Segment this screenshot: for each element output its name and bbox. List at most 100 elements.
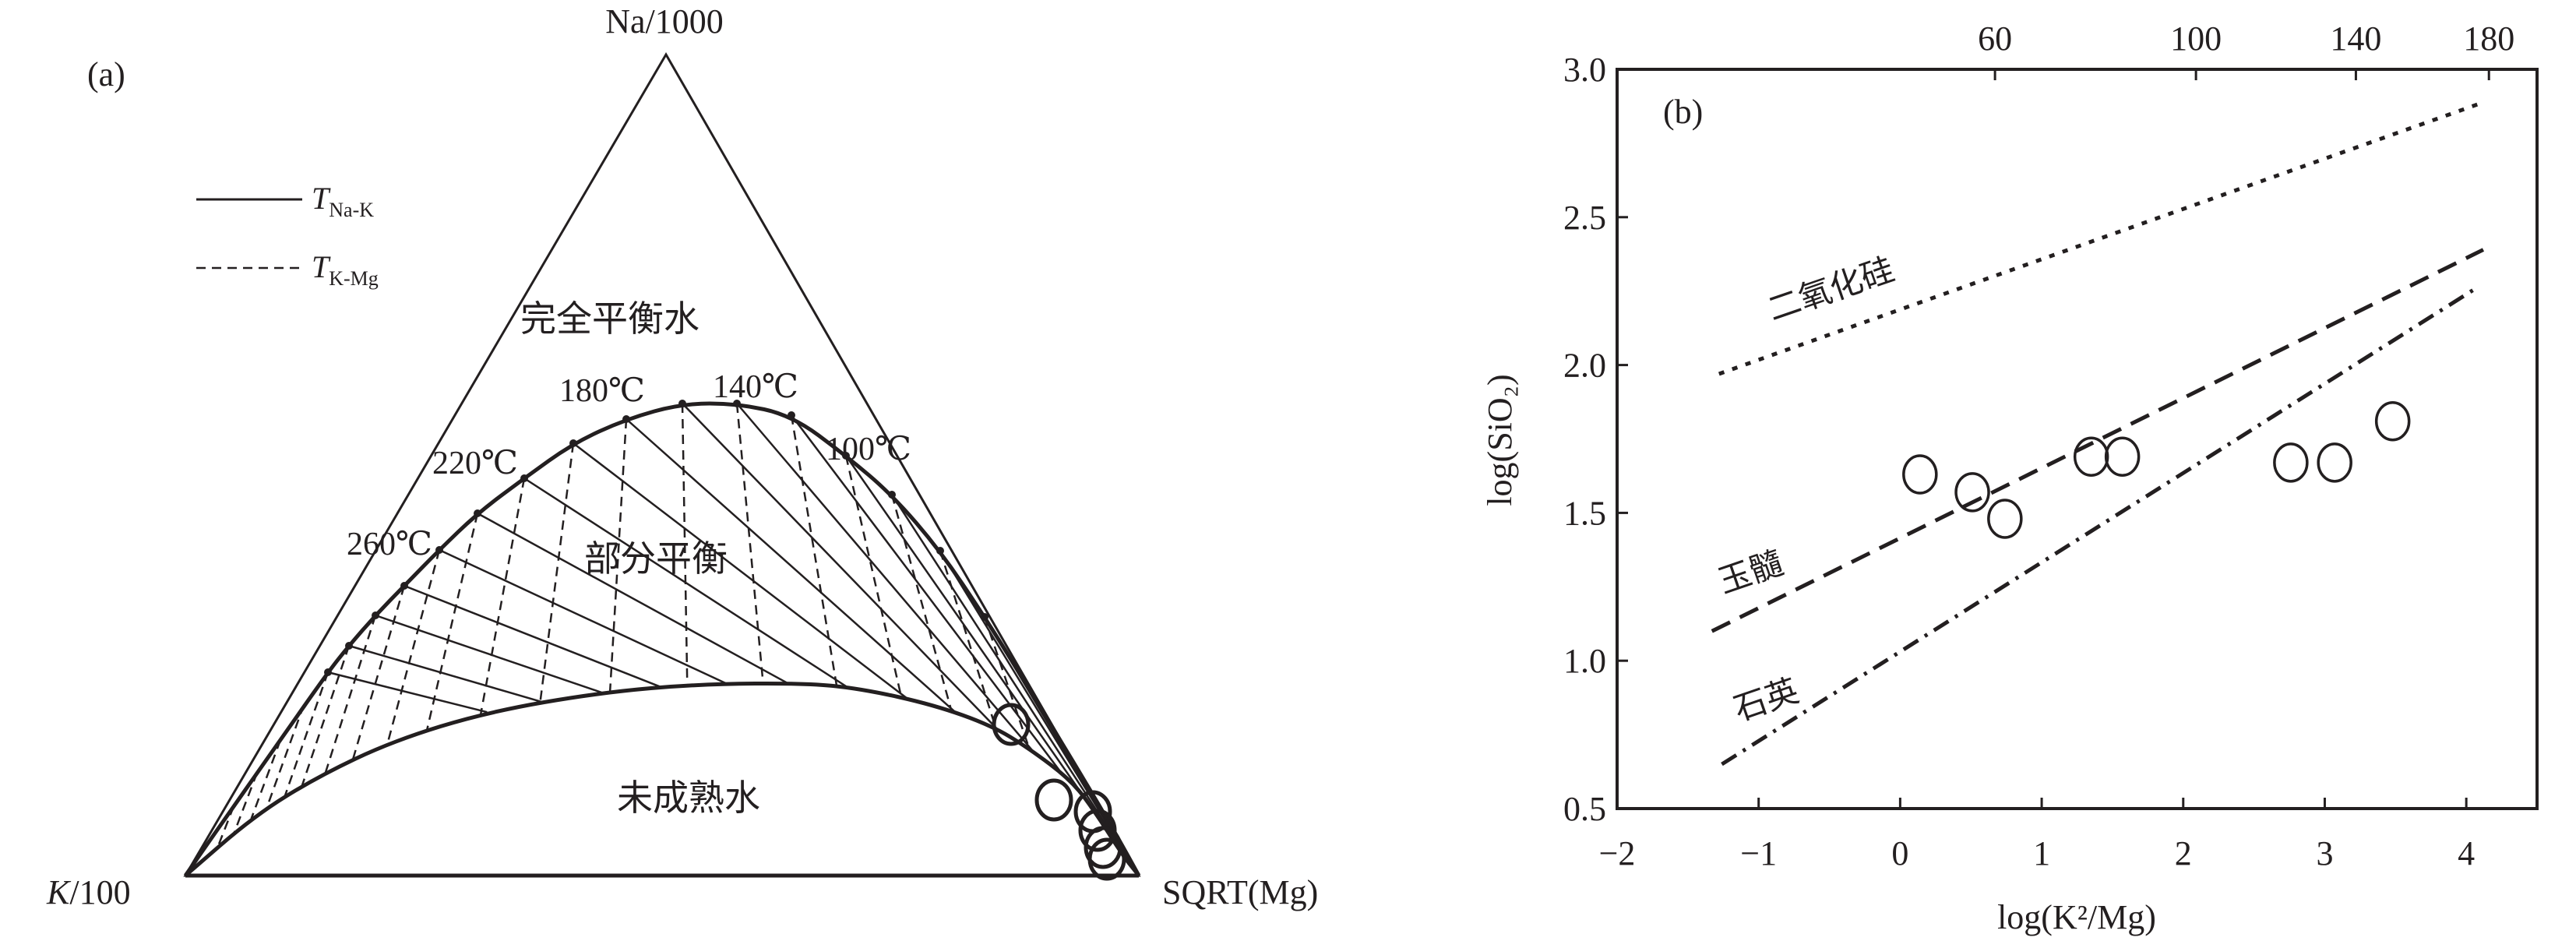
data-point	[2374, 400, 2411, 442]
isotherm-dots	[324, 400, 988, 676]
legend-symbol: T	[312, 249, 331, 284]
vertex-k-symbol: K	[46, 873, 72, 911]
na-k-isotherm-line	[573, 442, 909, 700]
y-tick-label: 2.0	[1563, 347, 1606, 385]
na-k-isotherm-line	[477, 512, 788, 685]
isotherm-dot	[569, 439, 577, 447]
temp-label-140: 140℃	[713, 369, 798, 405]
top-tick-label: 140	[2330, 19, 2381, 58]
k-mg-isotherm-line	[266, 704, 305, 809]
y-axis-label: log(SiO₂)	[1481, 374, 1519, 506]
na-k-isotherm-line	[625, 418, 957, 714]
isotherm-dot	[324, 668, 332, 676]
vertex-mg-label: SQRT(Mg)	[1162, 873, 1318, 911]
line-dash-dot	[1721, 286, 2478, 767]
line-dashed	[1711, 248, 2485, 633]
k-mg-isotherm-line	[284, 671, 329, 798]
temp-label-220: 220℃	[432, 446, 518, 481]
isotherm-dot	[733, 400, 741, 407]
isotherm-dot	[678, 400, 686, 407]
region-full-equilibrium: 完全平衡水	[520, 299, 700, 339]
data-point	[1987, 499, 2023, 539]
y-tick-label: 0.5	[1563, 790, 1606, 828]
k-mg-isotherm-line	[539, 442, 575, 703]
vertex-k-divisor: /100	[69, 873, 130, 911]
k-mg-isotherm-line	[250, 739, 282, 819]
panel-b-chart: (b) −2 −1 0 1 2 3 4 0.5 1.0 1.5 2.0 2.5 3.0 60 100 14…	[1481, 19, 2539, 936]
y-axis: 0.5 1.0 1.5 2.0 2.5 3.0	[1563, 51, 1628, 828]
data-point	[2273, 442, 2309, 483]
line-label-chalcedony: 玉髓	[1714, 545, 1788, 601]
sample-marker	[1087, 837, 1126, 881]
na-k-isotherm-line	[327, 671, 488, 714]
x-tick-label: 4	[2458, 834, 2475, 872]
na-k-isotherm-line	[736, 403, 1034, 752]
x-tick-label: 3	[2316, 834, 2333, 872]
sample-marker	[992, 703, 1031, 746]
region-immature-water: 未成熟水	[617, 778, 760, 818]
legend-subscript: K-Mg	[329, 267, 379, 290]
panel-b-label: (b)	[1663, 93, 1703, 131]
isotherm-dot	[842, 452, 850, 460]
isotherm-dot	[435, 546, 443, 554]
sample-marker	[1078, 809, 1117, 852]
na-k-isotherm-line	[791, 414, 1062, 774]
na-k-isotherm-line	[890, 494, 1140, 876]
k-mg-isotherm-line	[479, 478, 526, 714]
ternary-triangle	[183, 52, 1141, 877]
k-mg-isotherm-line	[324, 615, 377, 774]
isotherm-dot	[622, 415, 630, 423]
y-tick-label: 1.5	[1563, 494, 1606, 532]
legend-subscript: Na-K	[329, 199, 374, 221]
temp-label-260: 260℃	[347, 527, 432, 562]
region-partial-equilibrium: 部分平衡	[584, 539, 728, 579]
y-tick-label: 3.0	[1563, 51, 1606, 89]
x-tick-label: 0	[1891, 834, 1908, 872]
vertex-k-label: K/100	[46, 873, 131, 911]
legend-na-k-label: TNa-K	[312, 181, 374, 221]
data-point	[2073, 436, 2109, 478]
isotherm-dot	[372, 611, 379, 619]
k-mg-isotherm-line	[890, 494, 953, 712]
k-mg-isotherm-line	[386, 549, 441, 744]
y-tick-label: 2.5	[1563, 199, 1606, 237]
isotherm-dot	[936, 547, 944, 555]
sample-marker	[1034, 778, 1073, 822]
x-tick-label: −1	[1740, 834, 1777, 872]
isotherm-dot	[400, 582, 408, 590]
x-tick-label: 2	[2175, 834, 2192, 872]
legend-k-mg-label: TK-Mg	[312, 249, 379, 290]
na-k-isotherm-line	[844, 455, 1085, 798]
k-mg-isotherm-line	[301, 645, 351, 788]
x-tick-label: −2	[1599, 834, 1636, 872]
k-mg-isotherm-line	[844, 455, 903, 698]
line-dotted	[1718, 100, 2486, 376]
na-k-isotherm-line	[403, 584, 662, 689]
top-tick-label: 180	[2463, 19, 2514, 58]
data-point	[1954, 472, 1990, 513]
k-mg-isotherm-line	[233, 772, 259, 834]
isotherm-dot	[981, 613, 988, 621]
data-point	[2104, 436, 2141, 478]
isotherm-dot	[474, 509, 481, 517]
vertex-na-label: Na/1000	[605, 2, 724, 41]
geothermometer-lines	[1711, 100, 2486, 767]
plot-frame	[1616, 68, 2539, 810]
panel-a-samples	[992, 703, 1126, 881]
immature-water-curve	[184, 681, 1140, 877]
isotherm-dot	[888, 491, 896, 499]
top-temperature-axis: 60 100 140 180	[1978, 19, 2514, 80]
isotherm-dot	[788, 411, 795, 419]
na-k-isotherm-line	[523, 477, 849, 689]
data-points	[1902, 400, 2411, 539]
isotherm-dot	[520, 474, 528, 482]
na-k-isotherm-line	[375, 614, 602, 694]
temp-label-100: 100℃	[826, 432, 911, 467]
k-mg-isotherm-line	[681, 403, 689, 685]
panel-a-ternary-diagram: (a) Na/1000 K/100 SQRT(Mg) TNa-K TK-Mg 完…	[46, 2, 1318, 911]
panel-a-label: (a)	[87, 55, 125, 93]
k-mg-isotherm-line	[425, 513, 479, 731]
data-point	[2317, 442, 2352, 483]
isotherm-dot	[345, 642, 353, 650]
